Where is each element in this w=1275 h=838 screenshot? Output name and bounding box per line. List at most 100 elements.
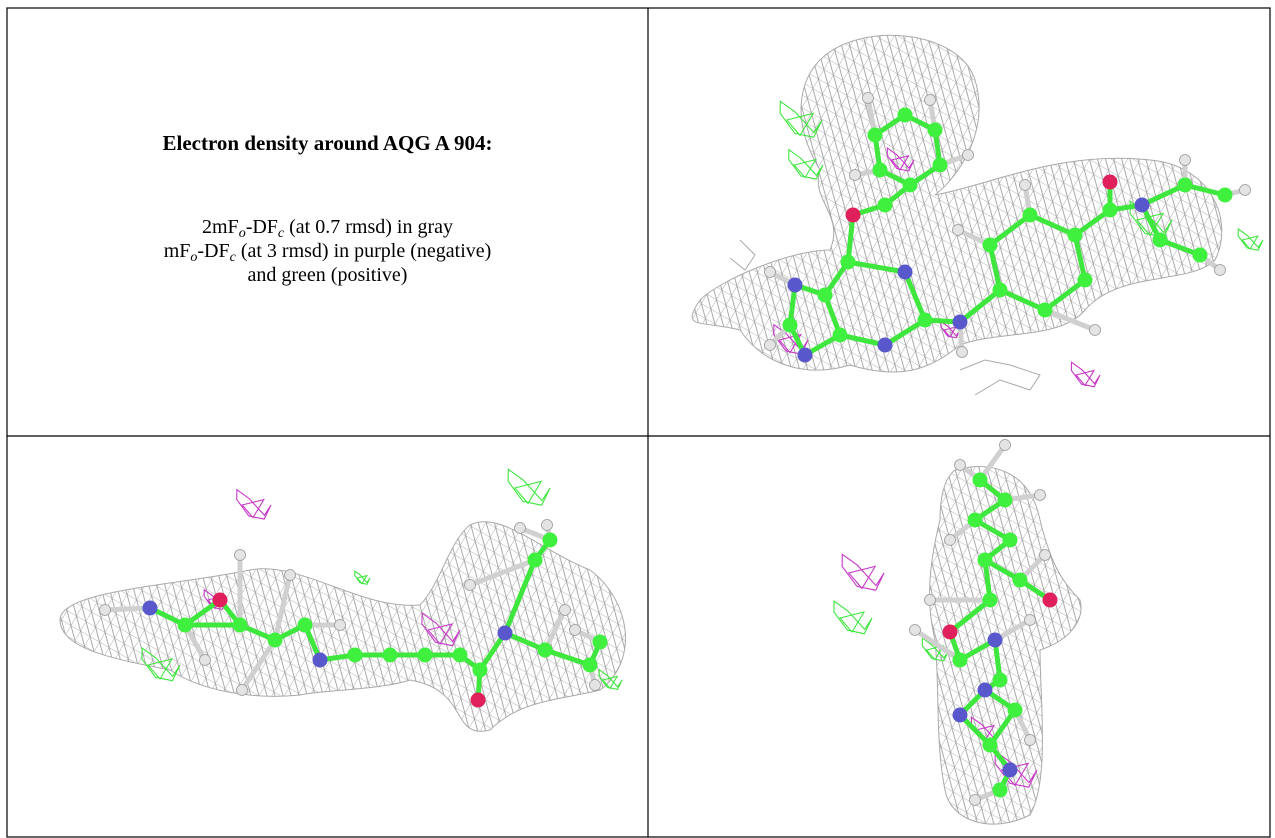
atom: [335, 620, 346, 631]
atom: [983, 593, 998, 608]
atom: [542, 520, 553, 531]
atom: [590, 680, 601, 691]
page: Electron density around AQG A 904: 2mFo-…: [0, 0, 1275, 838]
atom: [1240, 185, 1251, 196]
atom: [833, 328, 848, 343]
atom: [1008, 703, 1023, 718]
atom: [583, 658, 598, 673]
legend-text: -DF: [197, 240, 229, 262]
atom: [868, 128, 883, 143]
atom: [143, 601, 158, 616]
legend-text: and green (positive): [248, 264, 408, 286]
atom: [1000, 440, 1011, 451]
atom: [498, 626, 513, 641]
atom: [818, 288, 833, 303]
atom: [953, 225, 964, 236]
atom: [1043, 593, 1058, 608]
atom: [285, 570, 296, 581]
difference-density: [237, 490, 271, 519]
atom: [983, 738, 998, 753]
atom: [1020, 180, 1031, 191]
atom: [178, 618, 193, 633]
atom: [878, 198, 893, 213]
atom: [918, 313, 933, 328]
atom: [968, 513, 983, 528]
atom: [993, 673, 1008, 688]
atom: [237, 685, 248, 696]
atom: [850, 170, 861, 181]
legend-text: mF: [164, 240, 191, 262]
atom: [383, 648, 398, 663]
atom: [1078, 273, 1093, 288]
atom: [970, 795, 981, 806]
atom: [1035, 490, 1046, 501]
atom: [910, 625, 921, 636]
atom: [1215, 265, 1226, 276]
atom: [213, 593, 228, 608]
atom: [100, 605, 111, 616]
atom: [1180, 155, 1191, 166]
atom: [783, 318, 798, 333]
atom: [1040, 550, 1051, 561]
atom: [235, 550, 246, 561]
atom: [898, 265, 913, 280]
atom: [1135, 198, 1150, 213]
legend-text: 2mF: [202, 216, 239, 238]
atom: [418, 648, 433, 663]
atom: [538, 643, 553, 658]
atom: [846, 208, 861, 223]
atom: [1068, 228, 1083, 243]
atom: [1178, 178, 1193, 193]
atom: [993, 283, 1008, 298]
atom: [955, 460, 966, 471]
atom: [1038, 303, 1053, 318]
atom: [471, 693, 486, 708]
atom: [1003, 763, 1018, 778]
atom: [1013, 573, 1028, 588]
legend-text: -DF: [246, 216, 278, 238]
atom: [200, 655, 211, 666]
atom: [765, 340, 776, 351]
atom: [978, 553, 993, 568]
atom: [1023, 208, 1038, 223]
atom: [453, 648, 468, 663]
atom: [1025, 615, 1036, 626]
atom: [841, 255, 856, 270]
atom: [993, 783, 1008, 798]
atom: [953, 653, 968, 668]
legend: 2mFo-DFc (at 0.7 rmsd) in graymFo-DFc (a…: [8, 215, 647, 287]
atom: [233, 618, 248, 633]
atom: [925, 595, 936, 606]
atom: [933, 158, 948, 173]
atom: [570, 625, 581, 636]
atom: [1003, 533, 1018, 548]
atom: [1218, 188, 1233, 203]
atom: [945, 535, 956, 546]
caption-cell: Electron density around AQG A 904: 2mFo-…: [8, 9, 647, 435]
atom: [348, 648, 363, 663]
atom: [543, 533, 558, 548]
legend-line: mFo-DFc (at 3 rmsd) in purple (negative): [8, 239, 647, 263]
atom: [765, 267, 776, 278]
atom: [515, 523, 526, 534]
difference-density: [842, 554, 884, 590]
atom: [313, 653, 328, 668]
difference-density: [355, 571, 370, 584]
atom: [873, 163, 888, 178]
atom: [963, 150, 974, 161]
atom: [298, 618, 313, 633]
atom: [1153, 233, 1168, 248]
atom: [983, 238, 998, 253]
atom: [798, 348, 813, 363]
legend-line: and green (positive): [8, 263, 647, 287]
atom: [898, 108, 913, 123]
atom: [903, 178, 918, 193]
atom: [878, 338, 893, 353]
atom: [473, 663, 488, 678]
atom: [1090, 325, 1101, 336]
atom: [593, 635, 608, 650]
atom: [268, 633, 283, 648]
atom: [1193, 248, 1208, 263]
difference-density: [1238, 229, 1263, 250]
difference-density: [834, 601, 872, 634]
